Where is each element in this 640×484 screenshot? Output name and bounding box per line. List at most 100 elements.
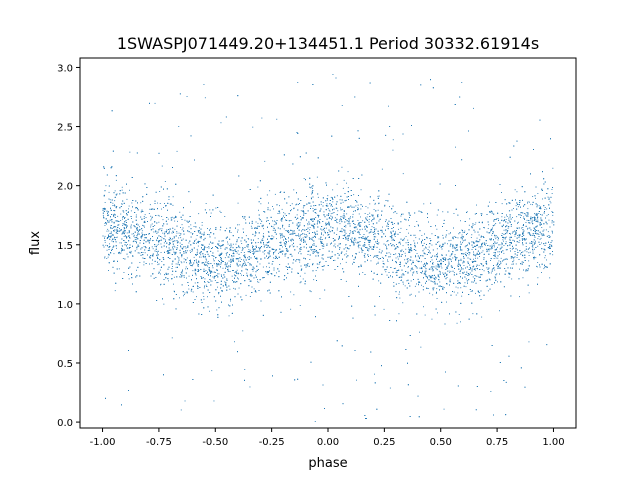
data-point: [119, 242, 121, 244]
data-point: [339, 220, 341, 222]
data-point: [118, 224, 120, 226]
data-point: [331, 216, 333, 218]
data-point: [111, 240, 113, 242]
data-point: [299, 239, 301, 241]
data-point: [124, 224, 126, 226]
data-point: [126, 198, 128, 200]
data-point: [523, 261, 524, 263]
data-point: [543, 229, 545, 231]
data-point: [350, 216, 351, 218]
data-point: [257, 186, 259, 188]
data-point: [260, 203, 262, 205]
data-point: [259, 249, 261, 251]
data-point: [413, 240, 415, 242]
data-point: [490, 260, 491, 261]
data-point: [124, 235, 126, 236]
data-point: [149, 204, 151, 206]
data-point: [328, 222, 329, 224]
data-point: [161, 216, 163, 217]
data-point: [478, 277, 480, 278]
data-point: [545, 229, 547, 231]
data-point: [517, 206, 519, 208]
data-point: [448, 263, 450, 265]
data-point: [432, 262, 434, 263]
data-point: [349, 230, 351, 231]
data-point: [472, 266, 474, 268]
data-point: [522, 242, 523, 244]
data-point: [130, 210, 132, 212]
data-point: [364, 236, 366, 238]
data-point: [121, 247, 122, 249]
data-point: [519, 239, 521, 241]
data-point: [416, 253, 418, 254]
data-point: [203, 84, 205, 85]
data-point: [315, 250, 316, 252]
data-point: [367, 207, 369, 209]
data-point: [519, 268, 520, 270]
data-point: [436, 298, 438, 299]
data-point: [141, 235, 143, 237]
data-point: [389, 387, 391, 389]
data-point: [202, 245, 203, 246]
data-point: [525, 239, 526, 241]
data-point: [432, 281, 434, 283]
data-point: [249, 296, 251, 297]
data-point: [226, 263, 228, 265]
data-point: [221, 290, 223, 291]
data-point: [103, 207, 105, 209]
data-point: [389, 206, 390, 208]
data-point: [538, 213, 540, 214]
data-point: [212, 255, 214, 257]
data-point: [231, 275, 233, 277]
data-point: [497, 257, 499, 259]
data-point: [392, 139, 394, 141]
data-point: [470, 291, 472, 292]
data-point: [129, 189, 130, 191]
data-point: [328, 209, 330, 211]
data-point: [183, 294, 185, 295]
data-point: [407, 258, 409, 259]
data-point: [332, 255, 333, 257]
data-point: [129, 151, 131, 153]
data-point: [174, 220, 176, 222]
data-point: [311, 237, 313, 239]
data-point: [370, 260, 372, 262]
data-point: [214, 237, 216, 239]
data-point: [249, 263, 251, 264]
data-point: [546, 259, 547, 261]
data-point: [446, 230, 448, 231]
data-point: [327, 223, 329, 225]
data-point: [541, 224, 542, 225]
data-point: [160, 252, 162, 253]
data-point: [281, 234, 283, 236]
data-point: [323, 214, 325, 216]
data-point: [210, 212, 212, 214]
data-point: [244, 369, 246, 370]
data-point: [247, 262, 249, 263]
data-point: [346, 182, 347, 184]
data-point: [443, 287, 445, 289]
data-point: [544, 209, 546, 210]
data-point: [362, 272, 364, 273]
data-point: [337, 222, 339, 224]
data-point: [531, 245, 533, 247]
data-point: [176, 231, 178, 232]
data-point: [253, 288, 255, 290]
data-point: [283, 212, 285, 214]
data-point: [353, 210, 354, 212]
data-point: [302, 278, 304, 280]
data-point: [462, 262, 464, 264]
data-point: [144, 220, 146, 222]
data-point: [428, 268, 430, 270]
data-point: [319, 210, 321, 211]
data-point: [234, 250, 236, 252]
data-point: [136, 248, 138, 250]
data-point: [364, 213, 366, 214]
data-point: [486, 267, 488, 269]
data-point: [280, 191, 282, 193]
data-point: [197, 250, 199, 252]
data-point: [502, 239, 504, 241]
data-point: [373, 234, 374, 235]
data-point: [429, 243, 431, 245]
data-point: [326, 243, 328, 245]
